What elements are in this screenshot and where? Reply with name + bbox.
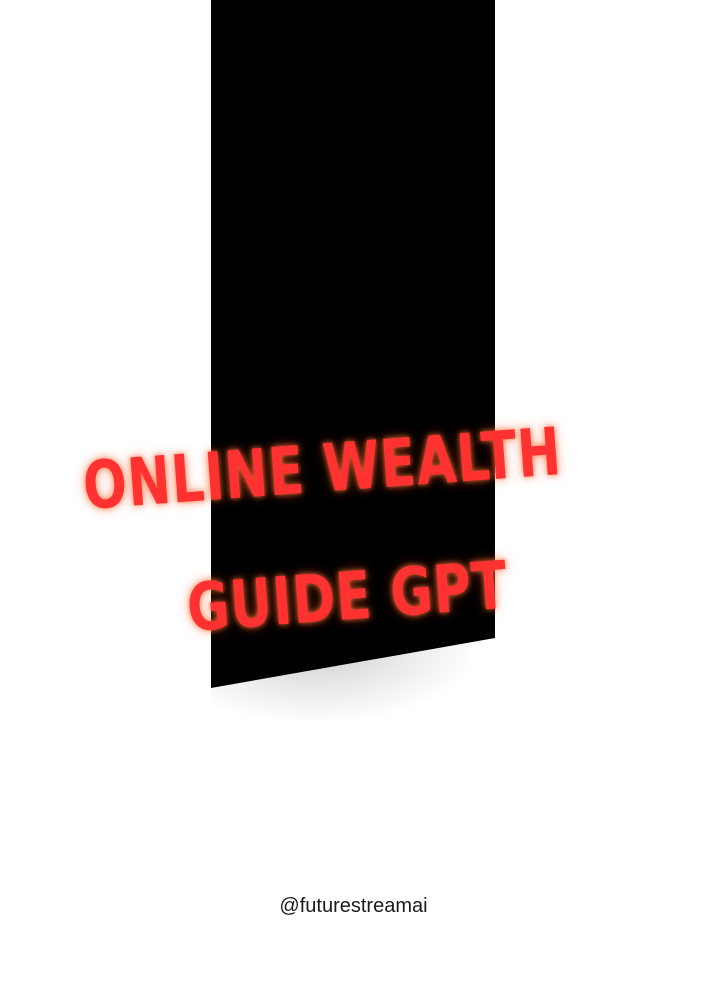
social-handle: @futurestreamai xyxy=(279,895,428,917)
black-banner xyxy=(211,0,495,688)
